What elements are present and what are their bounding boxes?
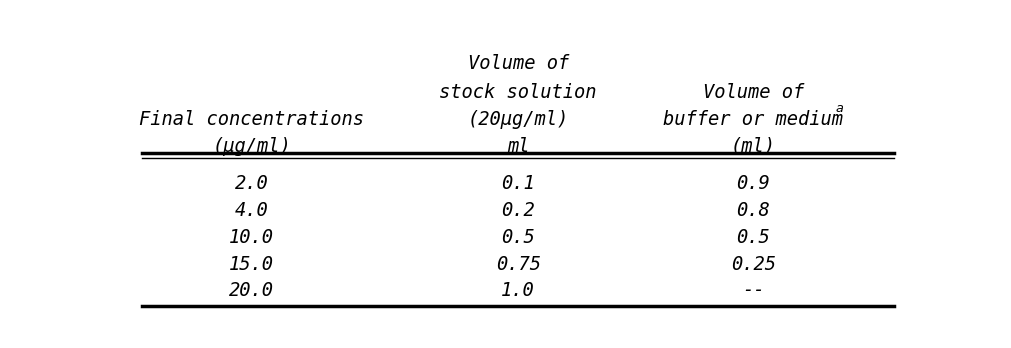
Text: 4.0: 4.0	[235, 201, 269, 220]
Text: 10.0: 10.0	[229, 228, 274, 247]
Text: (20μg/ml): (20μg/ml)	[467, 110, 569, 129]
Text: a: a	[835, 102, 843, 115]
Text: Final concentrations: Final concentrations	[140, 110, 364, 129]
Text: Volume of: Volume of	[703, 83, 804, 102]
Text: stock solution: stock solution	[440, 83, 596, 102]
Text: 0.9: 0.9	[736, 174, 770, 193]
Text: 0.5: 0.5	[501, 228, 535, 247]
Text: 0.1: 0.1	[501, 174, 535, 193]
Text: 1.0: 1.0	[501, 282, 535, 300]
Text: ml: ml	[507, 137, 530, 156]
Text: --: --	[742, 282, 764, 300]
Text: 15.0: 15.0	[229, 255, 274, 274]
Text: 0.25: 0.25	[731, 255, 775, 274]
Text: 0.5: 0.5	[736, 228, 770, 247]
Text: (μg/ml): (μg/ml)	[212, 137, 291, 156]
Text: (ml): (ml)	[731, 137, 775, 156]
Text: Volume of: Volume of	[467, 54, 569, 73]
Text: 0.2: 0.2	[501, 201, 535, 220]
Text: 20.0: 20.0	[229, 282, 274, 300]
Text: 2.0: 2.0	[235, 174, 269, 193]
Text: 0.8: 0.8	[736, 201, 770, 220]
Text: buffer or medium: buffer or medium	[663, 110, 843, 129]
Text: 0.75: 0.75	[495, 255, 541, 274]
